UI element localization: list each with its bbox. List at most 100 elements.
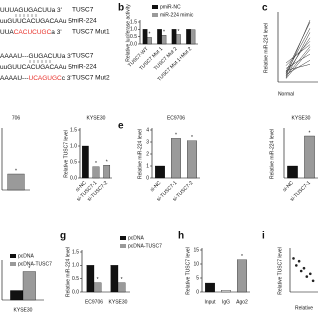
bar (110, 265, 119, 293)
y-axis-label: Relative TUSC7 level (63, 130, 69, 177)
legend-label: miR-224 mimic (160, 12, 194, 18)
sequence: AAAAU---UCAGUGCc 3' (0, 75, 72, 82)
bar (221, 290, 231, 293)
point (311, 279, 315, 283)
y-tick-label: 0.0 (72, 289, 79, 295)
bar (86, 265, 95, 293)
y-tick-label: 1.5 (70, 127, 77, 133)
x-tick-label: si-NC (149, 180, 162, 193)
sequence-label: miR-224 (72, 18, 97, 25)
x-tick-label: KYSE30 (109, 299, 128, 305)
y-tick-label: 10 (193, 261, 199, 267)
sequence-part: UUUAGUGACUUa 3' (0, 7, 62, 14)
x-tick-label: KYSE30 (14, 307, 33, 313)
legend-label: pcDNA (128, 235, 145, 241)
sequence: AAAAU---GUGACUUa 3' (0, 53, 72, 60)
bar (171, 29, 177, 45)
significance: * (95, 161, 97, 167)
significance: * (106, 160, 108, 166)
legend-label: pmiR-NC (160, 4, 181, 10)
series-line (285, 28, 311, 74)
significance: * (177, 29, 179, 35)
y-tick-label: 15 (193, 247, 199, 253)
series-line (285, 46, 311, 77)
sequence-part: c 3' (62, 75, 72, 82)
point (309, 272, 312, 276)
legend-swatch (10, 254, 16, 258)
bar (287, 165, 298, 179)
x-tick-label: IgG (222, 299, 230, 305)
sequence-part: UUA (0, 29, 14, 36)
legend-swatch (120, 236, 126, 240)
bar (7, 173, 25, 191)
point (305, 275, 309, 278)
x-tick-label: si-NC (282, 180, 295, 193)
significance: * (241, 254, 243, 260)
legend-label: pcDNA-TUSC7 (18, 261, 52, 267)
significance: * (121, 277, 123, 283)
bar (155, 165, 165, 179)
sequence: UUACACUCUGCa 3' (0, 29, 62, 36)
series-line (285, 37, 311, 74)
pairing-bars (15, 14, 51, 63)
y-tick-label: 0 (196, 289, 199, 295)
y-tick-label: 0.0 (130, 41, 137, 47)
point (297, 259, 301, 263)
y-axis-label: Relative luciferase activity (125, 4, 131, 62)
y-tick-label: 0.5 (130, 34, 137, 40)
chart-title: 706 (12, 115, 21, 121)
bar (147, 37, 152, 45)
bar (10, 290, 24, 301)
bar (103, 165, 111, 179)
bar (92, 166, 100, 179)
sequence-label: TUSC7 (72, 7, 94, 14)
panel-label: c (262, 3, 268, 14)
y-axis-label: Relative TUSC7 level (185, 247, 191, 294)
chart-title: KYSE30 (87, 115, 106, 121)
y-axis-label: Relative miR-224 level (137, 129, 143, 179)
x-tick-label: EC9706 (85, 299, 103, 305)
series-line (285, 20, 311, 76)
y-tick-label: 0 (146, 175, 149, 181)
legend-swatch (120, 244, 126, 248)
y-tick-label: 2 (146, 151, 149, 157)
y-tick-label: 1.0 (72, 263, 79, 269)
sequence: UUUAGUGACUUa 3' (0, 7, 62, 14)
bar (81, 145, 89, 179)
significance: * (175, 133, 177, 139)
sequence-part: AAAAU---GUGACUUa 3' (0, 53, 72, 60)
y-axis-label: Relative miR-224 level (269, 129, 275, 179)
y-tick-label: 1.0 (70, 143, 77, 149)
series-line (285, 41, 311, 66)
y-tick-label: 1.5 (72, 249, 79, 255)
chart-title: EC9706 (167, 115, 185, 121)
x-tick-label: Normal (278, 91, 294, 97)
legend-swatch (152, 13, 158, 17)
y-tick-label: 0.5 (70, 159, 77, 165)
series-line (285, 64, 311, 71)
bar (186, 29, 191, 45)
bar (205, 282, 215, 293)
chart-title: KYSE30 (292, 115, 311, 121)
sequence-label: TUSC7 Mut1 (72, 29, 110, 36)
bar (93, 282, 102, 293)
bar (187, 140, 197, 179)
legend-swatch (10, 262, 16, 266)
y-tick-label: 1 (146, 163, 149, 169)
y-tick-label: 1.5 (130, 19, 137, 25)
point (295, 264, 298, 267)
series-line (285, 44, 311, 64)
bar (304, 135, 315, 179)
panel-label: g (60, 231, 66, 242)
bar (176, 34, 181, 45)
x-axis-label: Relative (295, 305, 313, 311)
y-axis-label: Relative miR-224 level (263, 23, 269, 73)
legend-label: pcDNA-TUSC7 (128, 243, 162, 249)
y-tick-label: 0.5 (72, 276, 79, 282)
y-axis-label: Relative TUSC7 level (277, 247, 283, 294)
significance: * (163, 30, 165, 36)
sequence-label: TUSC7 Mut2 (72, 75, 110, 82)
significance: * (15, 168, 17, 174)
bar (117, 282, 126, 293)
